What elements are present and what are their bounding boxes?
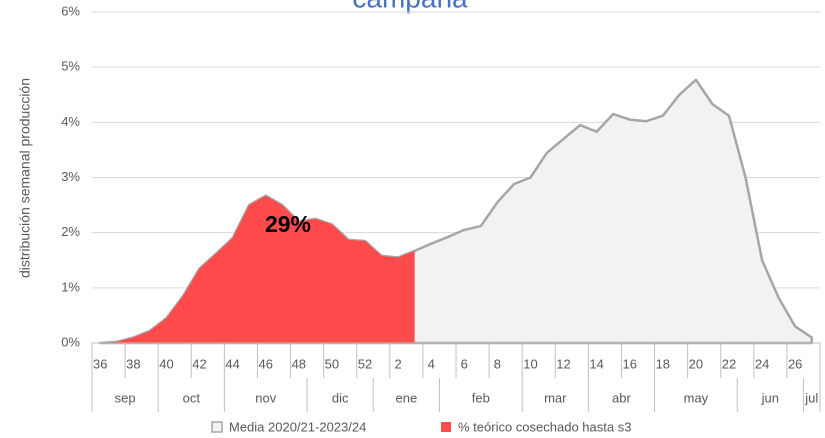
month-label: sep [115, 390, 136, 405]
y-tick-label: 4% [61, 114, 80, 129]
y-tick-label: 2% [61, 224, 80, 239]
x-tick-label: 2 [394, 356, 401, 371]
chart-title: campaña [352, 0, 468, 13]
annotation: 29% [265, 211, 311, 237]
x-tick-label: 52 [358, 356, 372, 371]
y-axis-label: distribución semanal producción [17, 78, 33, 278]
month-label: nov [255, 390, 276, 405]
y-tick-label: 3% [61, 169, 80, 184]
area [100, 195, 415, 343]
y-tick-label: 6% [61, 3, 80, 18]
y-tick-label: 0% [61, 334, 80, 349]
month-label: oct [183, 390, 201, 405]
x-tick-label: 6 [461, 356, 468, 371]
x-tick-label: 42 [192, 356, 206, 371]
legend-swatch [211, 421, 223, 433]
x-tick-label: 12 [556, 356, 570, 371]
x-tick-label: 50 [325, 356, 339, 371]
month-label: jul [804, 390, 818, 405]
month-label: feb [472, 390, 490, 405]
x-tick-label: 20 [689, 356, 703, 371]
month-label: dic [332, 390, 349, 405]
x-tick-label: 24 [755, 356, 769, 371]
x-tick-label: 22 [722, 356, 736, 371]
month-label: abr [612, 390, 631, 405]
x-tick-label: 26 [788, 356, 802, 371]
month-label: may [684, 390, 709, 405]
x-tick-label: 14 [589, 356, 603, 371]
legend-label: Media 2020/21-2023/24 [229, 419, 366, 434]
legend-swatch [441, 422, 451, 432]
x-tick-label: 4 [428, 356, 435, 371]
x-tick-label: 18 [656, 356, 670, 371]
x-tick-label: 16 [622, 356, 636, 371]
month-label: jun [761, 390, 779, 405]
y-tick-label: 5% [61, 59, 80, 74]
x-tick-label: 8 [494, 356, 501, 371]
legend-label: % teórico cosechado hasta s3 [458, 419, 631, 434]
x-tick-label: 44 [225, 356, 239, 371]
x-tick-label: 10 [523, 356, 537, 371]
x-tick-label: 48 [292, 356, 306, 371]
month-label: ene [396, 390, 418, 405]
y-tick-label: 1% [61, 279, 80, 294]
x-tick-label: 38 [126, 356, 140, 371]
x-tick-label: 40 [159, 356, 173, 371]
month-label: mar [544, 390, 567, 405]
x-tick-label: 46 [258, 356, 272, 371]
x-tick-label: 36 [93, 356, 107, 371]
